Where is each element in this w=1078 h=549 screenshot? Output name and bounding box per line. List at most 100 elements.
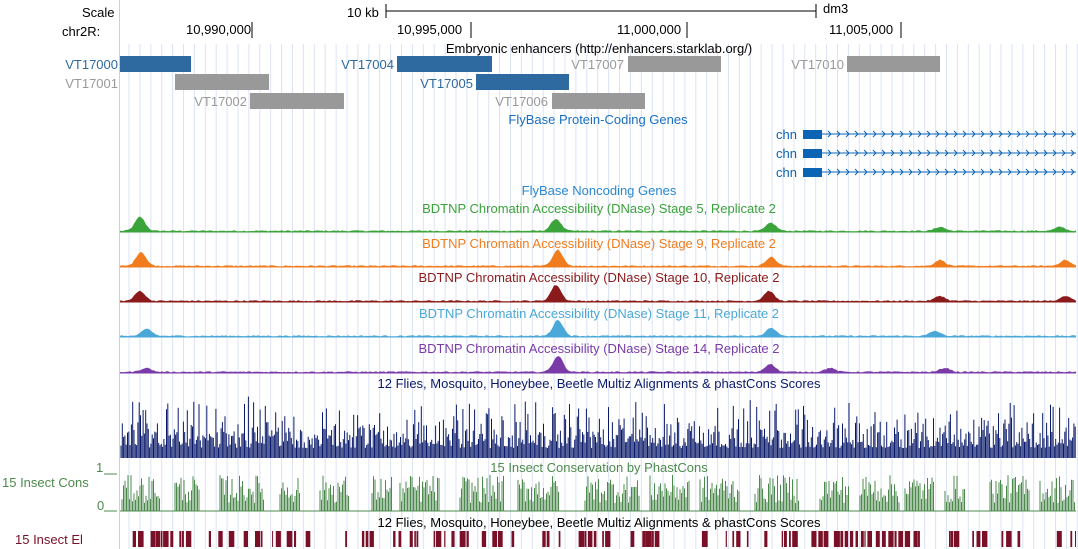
insect-el-side-label[interactable]: 15 Insect El <box>15 532 83 547</box>
strand-arrow <box>998 149 1003 157</box>
conserved-element <box>784 531 787 547</box>
enhancer-label[interactable]: VT17007 <box>571 57 624 72</box>
conserved-element <box>1075 531 1076 547</box>
noncoding-genes-track-title[interactable]: FlyBase Noncoding Genes <box>521 183 677 198</box>
strand-arrow <box>890 149 895 157</box>
enhancer-label[interactable]: VT17002 <box>194 94 247 109</box>
conserved-element <box>260 531 263 547</box>
conserved-element <box>584 531 587 547</box>
dnase-stage5-title[interactable]: BDTNP Chromatin Accessibility (DNase) St… <box>422 201 776 216</box>
strand-arrow <box>881 168 886 176</box>
strand-arrow <box>1043 168 1048 176</box>
strand-arrow <box>854 130 859 138</box>
strand-arrow <box>998 168 1003 176</box>
conserved-element <box>558 531 561 547</box>
strand-arrow <box>863 168 868 176</box>
insect-cons-track-title[interactable]: 15 Insect Conservation by PhastCons <box>490 460 708 475</box>
strand-arrow <box>899 168 904 176</box>
conserved-element <box>894 531 897 547</box>
strand-arrow <box>962 168 967 176</box>
conserved-element <box>732 531 735 547</box>
insect-cons-ymin: 0 <box>97 498 105 513</box>
strand-arrow <box>998 130 1003 138</box>
strand-arrow <box>1034 130 1039 138</box>
dnase-stage11-title[interactable]: BDTNP Chromatin Accessibility (DNase) St… <box>418 306 780 321</box>
strand-arrow <box>1043 149 1048 157</box>
strand-arrow <box>881 130 886 138</box>
strand-arrow <box>944 130 949 138</box>
strand-arrow <box>1016 149 1021 157</box>
strand-arrow <box>917 130 922 138</box>
enhancer-label[interactable]: VT17005 <box>420 76 473 91</box>
strand-arrow <box>836 168 841 176</box>
strand-arrow <box>1025 168 1030 176</box>
strand-arrow <box>1016 168 1021 176</box>
dnase-stage14-title[interactable]: BDTNP Chromatin Accessibility (DNase) St… <box>418 341 780 356</box>
conserved-element <box>602 531 604 547</box>
conserved-element <box>1056 531 1062 547</box>
multiz-track-title[interactable]: 12 Flies, Mosquito, Honeybee, Beetle Mul… <box>377 376 821 391</box>
enhancer-feature[interactable] <box>175 74 269 90</box>
strand-arrow <box>1034 168 1039 176</box>
strand-arrow <box>980 149 985 157</box>
enhancers-track-title[interactable]: Embryonic enhancers (http://enhancers.st… <box>445 41 753 56</box>
conserved-element <box>587 531 593 547</box>
strand-arrow <box>881 149 886 157</box>
conserved-element <box>294 531 297 547</box>
conserved-element <box>492 531 497 547</box>
conserved-element <box>255 531 260 547</box>
enhancer-label[interactable]: VT17006 <box>495 94 548 109</box>
gene-exon <box>803 130 822 139</box>
gene-label-chn[interactable]: chn <box>776 146 797 161</box>
strand-arrow <box>836 130 841 138</box>
strand-arrow <box>863 130 868 138</box>
conserved-element <box>361 531 365 547</box>
conserved-element <box>542 531 546 547</box>
enhancer-feature[interactable] <box>552 93 645 109</box>
conserved-element <box>243 531 248 547</box>
strand-arrow <box>962 130 967 138</box>
insect-cons-side-label[interactable]: 15 Insect Cons <box>2 475 89 490</box>
strand-arrow <box>890 168 895 176</box>
enhancer-label[interactable]: VT17004 <box>341 57 394 72</box>
enhancer-feature[interactable] <box>628 56 721 72</box>
enhancer-feature[interactable] <box>847 56 940 72</box>
conserved-element <box>651 531 654 547</box>
conserved-element <box>409 531 413 547</box>
ruler-tick-label: 11,005,000 <box>829 22 894 37</box>
gene-label-chn[interactable]: chn <box>776 165 797 180</box>
enhancer-feature[interactable] <box>120 56 191 72</box>
enhancer-label[interactable]: VT17000 <box>65 57 118 72</box>
protein-genes-track-title[interactable]: FlyBase Protein-Coding Genes <box>508 112 688 127</box>
dnase-stage9-title[interactable]: BDTNP Chromatin Accessibility (DNase) St… <box>422 236 776 251</box>
strand-arrow <box>1070 168 1075 176</box>
enhancer-feature[interactable] <box>476 74 569 90</box>
enhancer-feature[interactable] <box>397 56 492 72</box>
conserved-element <box>398 531 402 547</box>
strand-arrow <box>1052 168 1057 176</box>
conserved-element <box>746 531 749 547</box>
strand-arrow <box>872 149 877 157</box>
conserved-element <box>904 531 911 547</box>
ruler-tick-label: 11,000,000 <box>617 22 682 37</box>
dnase-stage10-title[interactable]: BDTNP Chromatin Accessibility (DNase) St… <box>418 270 780 285</box>
strand-arrow <box>836 149 841 157</box>
conserved-element <box>444 531 446 547</box>
gene-label-chn[interactable]: chn <box>776 127 797 142</box>
strand-arrow <box>989 168 994 176</box>
strand-arrow <box>827 149 832 157</box>
strand-arrow <box>1025 130 1030 138</box>
conserved-element <box>953 531 960 547</box>
enhancer-label[interactable]: VT17001 <box>65 76 118 91</box>
conserved-element <box>1017 531 1021 547</box>
strand-arrow <box>1052 149 1057 157</box>
conserved-element <box>654 531 660 547</box>
enhancer-feature[interactable] <box>250 93 344 109</box>
conserved-element <box>578 531 585 547</box>
enhancer-label[interactable]: VT17010 <box>791 57 844 72</box>
strand-arrow <box>944 168 949 176</box>
insect-el-track-title[interactable]: 12 Flies, Mosquito, Honeybee, Beetle Mul… <box>377 515 821 530</box>
conserved-element <box>864 531 866 547</box>
